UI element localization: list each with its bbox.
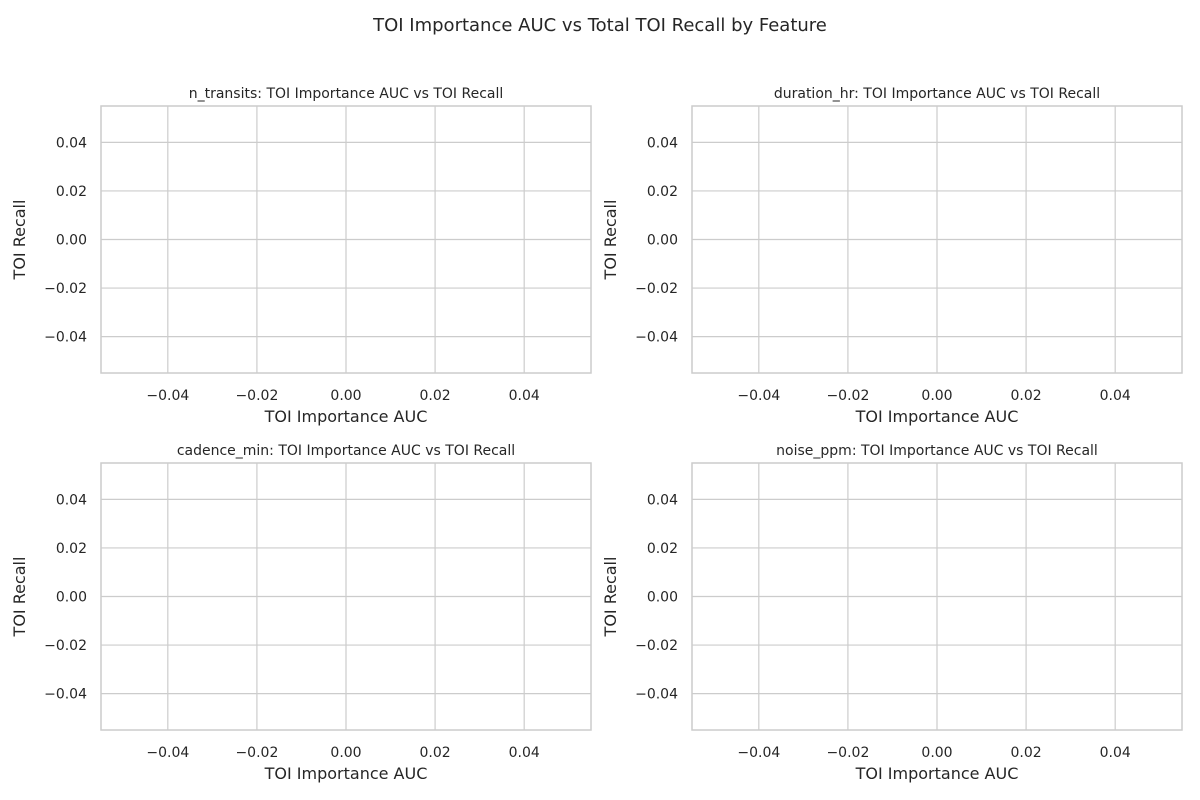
x-tick-label: 0.02 bbox=[1011, 388, 1042, 404]
y-tick-label: 0.00 bbox=[56, 233, 87, 249]
y-tick-label: −0.02 bbox=[635, 281, 678, 297]
x-tick-label: 0.04 bbox=[509, 388, 540, 404]
y-tick-label: 0.00 bbox=[647, 233, 678, 249]
x-tick-label: −0.02 bbox=[826, 745, 869, 761]
y-tick-label: −0.02 bbox=[44, 638, 87, 654]
x-tick-label: −0.02 bbox=[235, 388, 278, 404]
y-tick-label: −0.04 bbox=[635, 330, 678, 346]
x-tick-label: 0.00 bbox=[330, 388, 361, 404]
y-tick-label: 0.02 bbox=[56, 184, 87, 200]
y-tick-label: −0.02 bbox=[44, 281, 87, 297]
x-tick-label: −0.02 bbox=[826, 388, 869, 404]
x-tick-label: 0.04 bbox=[1100, 745, 1131, 761]
y-tick-label: 0.04 bbox=[647, 135, 678, 151]
x-axis-label: TOI Importance AUC bbox=[264, 764, 428, 783]
subplot-3: −0.04 −0.02 0.00 0.02 0.04 −0.04 −0.02 0.00 0.02… bbox=[10, 443, 592, 783]
x-tick-label: −0.04 bbox=[737, 388, 780, 404]
y-tick-label: −0.04 bbox=[44, 687, 87, 703]
x-axis-label: TOI Importance AUC bbox=[855, 407, 1019, 426]
x-tick-label: 0.04 bbox=[509, 745, 540, 761]
subplot-title: duration_hr: TOI Importance AUC vs TOI R… bbox=[774, 86, 1100, 102]
y-axis-label: TOI Recall bbox=[601, 200, 620, 281]
y-tick-label: 0.02 bbox=[647, 184, 678, 200]
subplot-4: −0.04 −0.02 0.00 0.02 0.04 −0.04 −0.02 0.00 0.02… bbox=[601, 443, 1183, 783]
y-tick-label: −0.04 bbox=[635, 687, 678, 703]
y-tick-label: 0.04 bbox=[56, 135, 87, 151]
y-tick-label: 0.00 bbox=[56, 590, 87, 606]
y-tick-label: 0.00 bbox=[647, 590, 678, 606]
y-tick-label: −0.02 bbox=[635, 638, 678, 654]
y-axis-label: TOI Recall bbox=[601, 557, 620, 638]
y-tick-label: 0.04 bbox=[647, 492, 678, 508]
x-tick-label: −0.04 bbox=[146, 745, 189, 761]
x-tick-label: −0.04 bbox=[737, 745, 780, 761]
plot-area bbox=[691, 105, 1183, 374]
subplot-title: noise_ppm: TOI Importance AUC vs TOI Rec… bbox=[776, 443, 1098, 459]
y-tick-label: 0.04 bbox=[56, 492, 87, 508]
x-tick-label: 0.00 bbox=[921, 745, 952, 761]
x-tick-label: 0.02 bbox=[420, 388, 451, 404]
y-tick-label: −0.04 bbox=[44, 330, 87, 346]
x-tick-label: 0.02 bbox=[1011, 745, 1042, 761]
x-axis-label: TOI Importance AUC bbox=[855, 764, 1019, 783]
x-tick-label: 0.04 bbox=[1100, 388, 1131, 404]
plot-area bbox=[100, 462, 592, 731]
plot-area bbox=[100, 105, 592, 374]
y-tick-label: 0.02 bbox=[56, 541, 87, 557]
subplot-title: n_transits: TOI Importance AUC vs TOI Re… bbox=[189, 86, 504, 102]
x-tick-label: 0.00 bbox=[330, 745, 361, 761]
subplot-title: cadence_min: TOI Importance AUC vs TOI R… bbox=[177, 443, 515, 459]
figure-title: TOI Importance AUC vs Total TOI Recall b… bbox=[372, 15, 827, 36]
subplot-2: −0.04 −0.02 0.00 0.02 0.04 −0.04 −0.02 0.00 0.02… bbox=[601, 86, 1183, 426]
x-axis-label: TOI Importance AUC bbox=[264, 407, 428, 426]
y-axis-label: TOI Recall bbox=[10, 200, 29, 281]
subplot-grid: −0.04 −0.02 0.00 0.02 0.04 −0.04 −0.02 0.00 0.02… bbox=[10, 86, 1183, 783]
subplot-1: −0.04 −0.02 0.00 0.02 0.04 −0.04 −0.02 0.00 0.02… bbox=[10, 86, 592, 426]
x-tick-label: 0.02 bbox=[420, 745, 451, 761]
plot-area bbox=[691, 462, 1183, 731]
y-tick-label: 0.02 bbox=[647, 541, 678, 557]
y-axis-label: TOI Recall bbox=[10, 557, 29, 638]
x-tick-label: 0.00 bbox=[921, 388, 952, 404]
x-tick-label: −0.04 bbox=[146, 388, 189, 404]
x-tick-label: −0.02 bbox=[235, 745, 278, 761]
